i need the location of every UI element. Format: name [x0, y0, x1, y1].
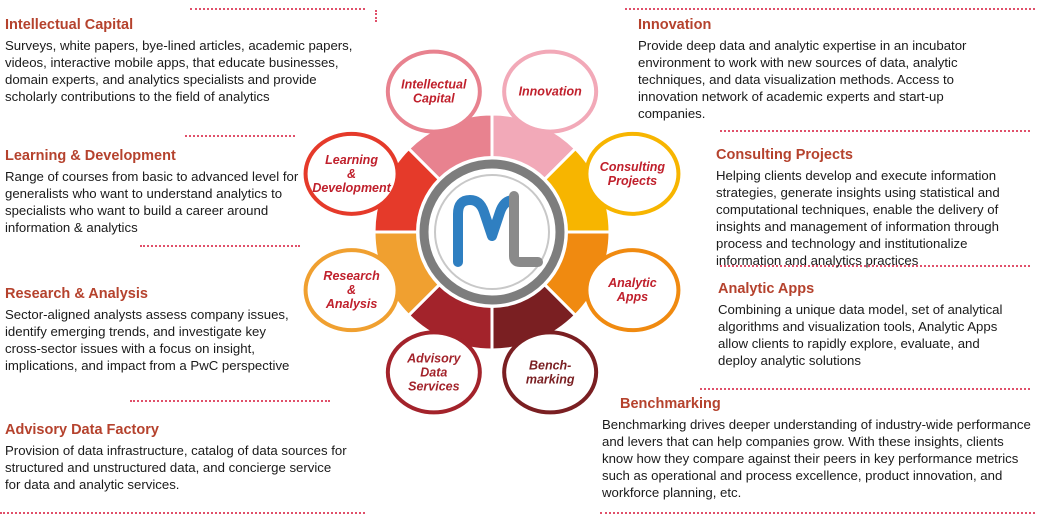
- intellectual-capital-block: Intellectual Capital Surveys, white pape…: [5, 16, 365, 105]
- divider-top-left-v: [375, 10, 377, 22]
- learning-development-node: Learning&Development: [303, 131, 400, 216]
- innovation-circle: [502, 49, 599, 134]
- analytic-apps-circle: [584, 248, 681, 333]
- analytic-apps-body: Combining a unique data model, set of an…: [718, 302, 1003, 368]
- advisory-data-services-label: Advisory: [406, 351, 462, 365]
- innovation-title: Innovation: [638, 17, 712, 33]
- analytic-apps-block: Analytic Apps Combining a unique data mo…: [718, 280, 1018, 369]
- divider-bench: [700, 388, 1030, 390]
- benchmarking-node: Bench-marking: [502, 330, 599, 415]
- divider-research: [140, 245, 300, 247]
- advisory-data-services-label: Data: [420, 365, 447, 379]
- advisory-data-factory-block: Advisory Data Factory Provision of data …: [5, 421, 350, 493]
- learning-development-label: Learning: [325, 153, 378, 167]
- consulting-projects-circle: [584, 131, 681, 216]
- divider-top-right: [625, 8, 1035, 10]
- ml-logo: [453, 191, 543, 267]
- research-analysis-label: Research: [323, 269, 380, 283]
- analytic-apps-title: Analytic Apps: [718, 281, 815, 297]
- intellectual-capital-body: Surveys, white papers, bye-lined article…: [5, 38, 353, 104]
- consulting-projects-title: Consulting Projects: [716, 147, 853, 163]
- divider-apps: [720, 265, 1030, 267]
- divider-top-left: [190, 8, 365, 10]
- innovation-label: Innovation: [519, 85, 583, 99]
- advisory-data-services-label: Services: [408, 379, 459, 393]
- learning-development-body: Range of courses from basic to advanced …: [5, 169, 299, 235]
- intellectual-capital-title: Intellectual Capital: [5, 17, 134, 33]
- innovation-block: Innovation Provide deep data and analyti…: [638, 16, 998, 122]
- consulting-projects-label: Consulting: [600, 160, 666, 174]
- analytic-apps-label: Analytic: [607, 276, 657, 290]
- research-analysis-block: Research & Analysis Sector-aligned analy…: [5, 285, 300, 374]
- divider-advisory: [130, 400, 330, 402]
- research-analysis-circle: [303, 248, 400, 333]
- research-analysis-body: Sector-aligned analysts assess company i…: [5, 307, 290, 373]
- research-analysis-label: &: [347, 283, 356, 297]
- consulting-projects-block: Consulting Projects Helping clients deve…: [716, 146, 1034, 269]
- learning-development-block: Learning & Development Range of courses …: [5, 147, 315, 236]
- advisory-data-factory-title: Advisory Data Factory: [5, 422, 159, 438]
- research-analysis-title: Research & Analysis: [5, 286, 148, 302]
- consulting-projects-label: Projects: [608, 174, 657, 188]
- learning-development-label: &: [347, 167, 356, 181]
- benchmarking-block: Benchmarking Benchmarking drives deeper …: [602, 395, 1034, 501]
- benchmarking-label: Bench-: [529, 358, 571, 372]
- intellectual-capital-circle: [385, 49, 482, 134]
- benchmarking-label: marking: [526, 372, 575, 386]
- consulting-projects-body: Helping clients develop and execute info…: [716, 168, 1000, 268]
- benchmarking-body: Benchmarking drives deeper understanding…: [602, 417, 1031, 500]
- advisory-data-services-circle: [385, 330, 482, 415]
- innovation-body: Provide deep data and analytic expertise…: [638, 38, 967, 121]
- advisory-data-factory-body: Provision of data infrastructure, catalo…: [5, 443, 347, 492]
- center-hub: [416, 156, 568, 308]
- divider-bottom-left: [0, 512, 365, 514]
- intellectual-capital-label: Capital: [413, 92, 455, 106]
- innovation-node: Innovation: [502, 49, 599, 134]
- analytic-apps-label: Apps: [616, 290, 648, 304]
- learning-development-circle: [303, 131, 400, 216]
- benchmarking-circle: [502, 330, 599, 415]
- benchmarking-title: Benchmarking: [620, 396, 721, 412]
- learning-development-title: Learning & Development: [5, 148, 176, 164]
- research-analysis-label: Analysis: [325, 297, 377, 311]
- learning-development-label: Development: [312, 181, 391, 195]
- divider-consulting: [720, 130, 1030, 132]
- research-analysis-node: Research&Analysis: [303, 248, 400, 333]
- divider-learning: [185, 135, 295, 137]
- intellectual-capital-label: Intellectual: [401, 78, 467, 92]
- divider-bottom-right: [600, 512, 1035, 514]
